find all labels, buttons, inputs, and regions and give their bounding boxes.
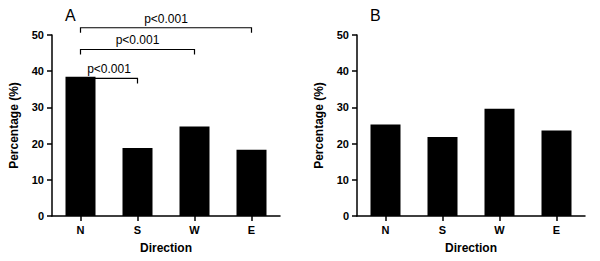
svg-text:20: 20 (32, 138, 44, 150)
svg-text:30: 30 (32, 101, 44, 113)
svg-text:A: A (65, 7, 76, 24)
svg-text:S: S (439, 224, 446, 236)
svg-text:Percentage (%): Percentage (%) (312, 82, 326, 169)
svg-text:B: B (370, 7, 381, 24)
svg-text:50: 50 (32, 29, 44, 41)
svg-text:30: 30 (337, 101, 349, 113)
svg-text:E: E (248, 224, 255, 236)
svg-text:N: N (77, 224, 85, 236)
svg-text:p<0.001: p<0.001 (116, 33, 160, 47)
svg-text:S: S (134, 224, 141, 236)
svg-text:p<0.001: p<0.001 (87, 62, 131, 76)
svg-text:0: 0 (343, 210, 349, 222)
svg-text:40: 40 (337, 65, 349, 77)
svg-text:p<0.001: p<0.001 (144, 12, 188, 26)
svg-text:W: W (494, 224, 505, 236)
svg-text:E: E (553, 224, 560, 236)
svg-text:Direction: Direction (140, 241, 192, 255)
svg-text:50: 50 (337, 29, 349, 41)
svg-text:N: N (382, 224, 390, 236)
svg-text:W: W (189, 224, 200, 236)
svg-text:40: 40 (32, 65, 44, 77)
svg-text:10: 10 (32, 174, 44, 186)
svg-text:Percentage (%): Percentage (%) (7, 82, 21, 169)
svg-text:20: 20 (337, 138, 349, 150)
svg-text:Direction: Direction (445, 241, 497, 255)
svg-text:0: 0 (38, 210, 44, 222)
svg-text:10: 10 (337, 174, 349, 186)
